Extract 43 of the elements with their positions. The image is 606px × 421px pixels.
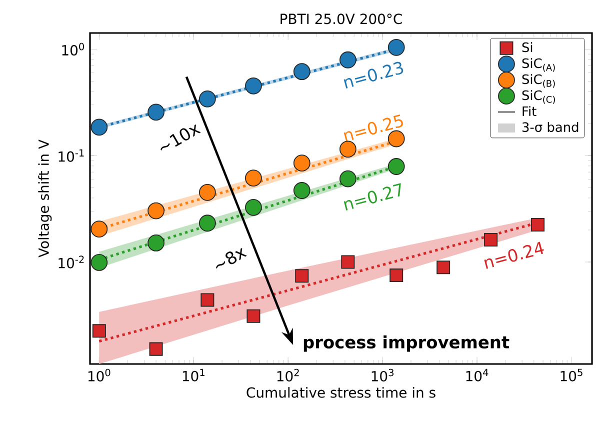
- x-axis-title: Cumulative stress time in s: [246, 387, 436, 398]
- annotation: n=0.23: [344, 62, 404, 89]
- point: [339, 140, 356, 158]
- x-tick-label: 10$^{0}$: [88, 368, 110, 382]
- x-tick-label: 10$^{1}$: [182, 368, 204, 382]
- x-tick-label: 10$^{3}$: [372, 368, 394, 382]
- point: [436, 260, 450, 274]
- y-tick-label: 10$^{0}$: [62, 42, 84, 56]
- point: [390, 268, 404, 282]
- annotation: ~10x: [160, 124, 201, 151]
- point: [245, 170, 262, 187]
- legend-label: SiC$_{(A)}$: [522, 58, 555, 72]
- annotation: n=0.27: [344, 183, 401, 210]
- point: [293, 182, 310, 199]
- point: [148, 104, 164, 121]
- annotation: n=0.24: [484, 242, 544, 269]
- annotation: n=0.25: [344, 114, 403, 142]
- annotation: ~8x: [216, 248, 247, 269]
- point: [388, 38, 405, 56]
- point: [149, 342, 163, 356]
- point: [388, 158, 405, 175]
- annotation: Fit: [522, 106, 536, 116]
- point: [246, 309, 260, 323]
- y-tick-label: 10$^{-2}$: [58, 256, 84, 268]
- point: [293, 154, 310, 172]
- point: [341, 255, 355, 269]
- legend-label: SiC$_{(B)}$: [522, 74, 555, 88]
- point: [293, 63, 310, 80]
- point: [245, 77, 262, 94]
- y-tick-label: 10$^{-1}$: [58, 149, 84, 162]
- point: [245, 198, 262, 216]
- x-tick-label: 10$^{2}$: [277, 368, 299, 382]
- annotation: process improvement: [304, 335, 510, 352]
- x-tick-label: 10$^{5}$: [560, 368, 582, 382]
- point: [295, 269, 309, 283]
- y-axis-title: Voltage shift in V: [38, 140, 52, 258]
- point: [148, 202, 164, 220]
- legend-label: Si: [522, 42, 532, 52]
- x-tick-label: 10$^{4}$: [466, 368, 488, 382]
- point: [148, 234, 164, 252]
- chart-title: PBTI 25.0V 200°C: [280, 14, 402, 24]
- annotation: 3-σ band: [522, 122, 578, 132]
- legend-label: SiC$_{(C)}$: [522, 90, 555, 104]
